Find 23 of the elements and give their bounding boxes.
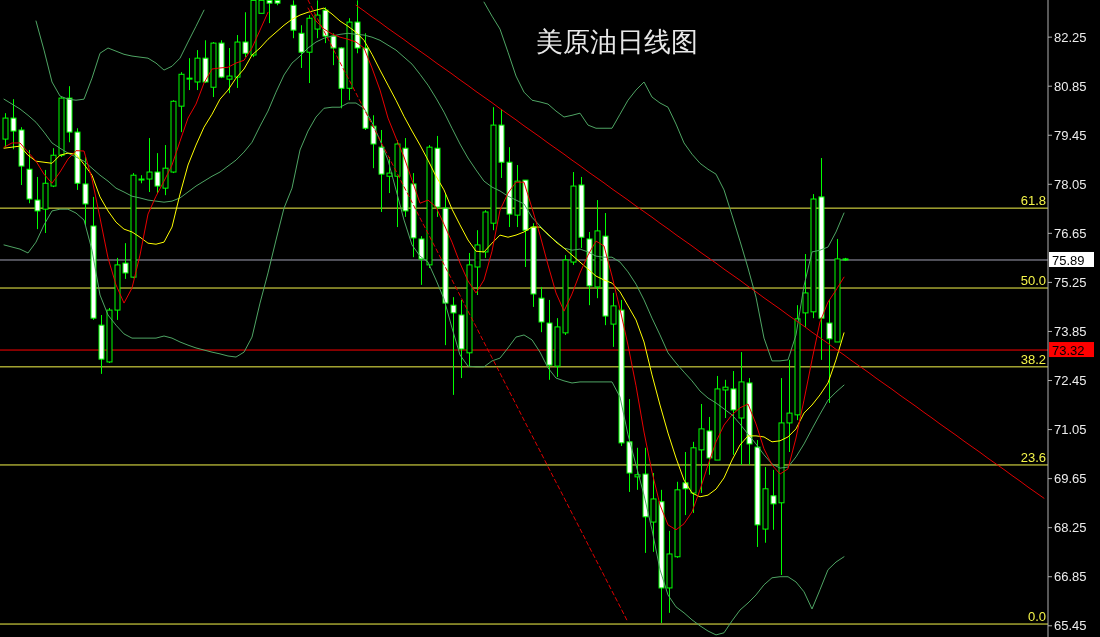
annotation: 23.6 [1020,449,1046,465]
annotation: 50.0 [1020,273,1046,289]
y-tick-label: 76.65 [1054,225,1087,241]
candlestick [450,296,457,396]
y-tick-label: 73.85 [1054,324,1087,340]
y-tick-label: 69.65 [1054,471,1087,487]
annotation: 38.2 [1020,351,1046,367]
y-tick-label: 72.45 [1054,373,1087,389]
annotation: 61.8 [1020,193,1046,209]
y-tick-label: 66.85 [1054,569,1087,585]
annotation: 0.0 [1027,609,1046,625]
y-tick-label: 78.05 [1054,176,1087,192]
y-tick-label: 75.25 [1054,275,1087,291]
line-series [3,102,845,636]
text: 美原油日线图 [536,25,698,59]
ref-line-label: 73.32 [1052,343,1085,359]
ref-line-label: 75.89 [1052,252,1085,268]
y-tick-label: 68.25 [1054,520,1087,536]
y-tick-label: 65.45 [1054,618,1087,634]
y-tick-label: 71.05 [1054,422,1087,438]
y-tick-label: 82.25 [1054,29,1087,45]
y-tick-label: 79.45 [1054,127,1087,143]
y-tick-label: 80.85 [1054,78,1087,94]
